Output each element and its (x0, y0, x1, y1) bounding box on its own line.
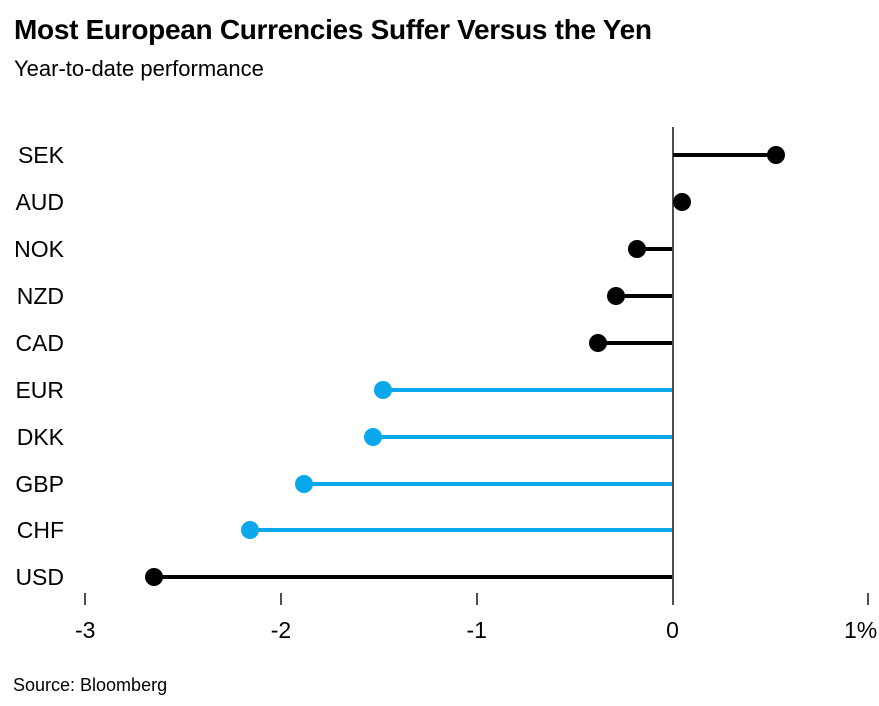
x-axis-tick-label--3: -3 (75, 617, 96, 643)
x-axis-tick--2 (280, 593, 282, 605)
stem-cad (598, 340, 673, 345)
chart-title: Most European Currencies Suffer Versus t… (14, 14, 652, 45)
source-credit: Source: Bloomberg (13, 675, 168, 695)
stem-usd (153, 575, 673, 580)
x-axis-tick-label--1: -1 (466, 617, 487, 643)
data-point-nzd (606, 286, 625, 305)
data-point-gbp (295, 474, 314, 493)
category-label-usd: USD (15, 564, 64, 591)
stem-chf (249, 528, 673, 533)
zero-baseline (671, 127, 674, 605)
data-point-aud (673, 192, 692, 211)
stem-nok (637, 246, 673, 251)
category-label-sek: SEK (17, 142, 64, 168)
category-label-eur: EUR (15, 376, 64, 403)
data-point-dkk (364, 427, 382, 446)
stem-dkk (373, 434, 673, 439)
stem-nzd (615, 293, 673, 298)
stem-gbp (304, 481, 673, 486)
x-axis-tick-label-1%: 1% (844, 617, 878, 643)
data-point-nok (628, 239, 647, 258)
category-label-nzd: NZD (16, 282, 64, 309)
x-axis-tick-label--2: -2 (270, 617, 292, 643)
x-axis-tick-1% (867, 593, 870, 605)
data-point-cad (589, 333, 608, 352)
x-axis-tick-0 (671, 593, 674, 605)
stem-eur (382, 387, 673, 392)
category-label-nok: NOK (14, 235, 64, 262)
category-label-cad: CAD (15, 329, 64, 356)
stem-sek (672, 153, 777, 157)
data-point-usd (144, 568, 163, 587)
x-axis-tick-label-0: 0 (666, 617, 679, 643)
chart-subtitle: Year-to-date performance (14, 56, 264, 81)
data-point-sek (767, 146, 786, 164)
category-label-chf: CHF (16, 517, 64, 544)
data-point-chf (240, 521, 259, 540)
category-label-dkk: DKK (16, 423, 64, 450)
x-axis-tick--1 (475, 593, 478, 605)
x-axis-tick--3 (84, 593, 87, 605)
category-label-gbp: GBP (15, 470, 64, 497)
category-label-aud: AUD (15, 188, 64, 215)
data-point-eur (373, 380, 392, 399)
